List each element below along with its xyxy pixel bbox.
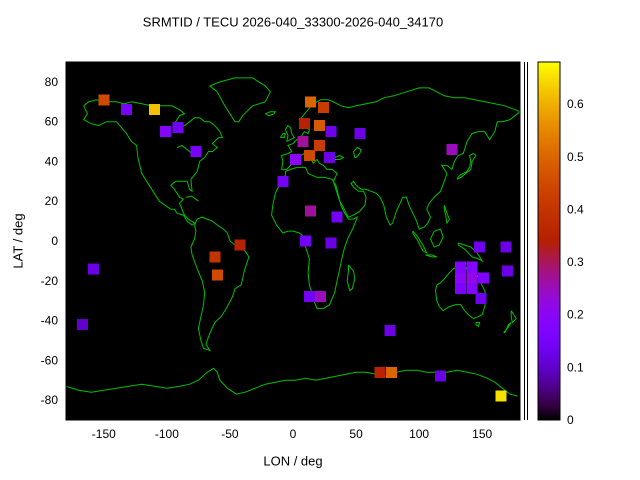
data-point xyxy=(314,140,325,151)
coastline-philippines xyxy=(443,205,450,225)
coastline-eurasia xyxy=(281,87,520,230)
data-point xyxy=(354,128,366,140)
x-axis-label: LON / deg xyxy=(263,453,323,469)
plot-frame xyxy=(65,61,521,421)
x-tick-label: 0 xyxy=(290,427,297,441)
colorbar xyxy=(537,61,561,421)
coastline-caspian_sea xyxy=(352,146,362,158)
data-point xyxy=(385,366,397,378)
data-point xyxy=(331,211,343,223)
coastline-north_america xyxy=(82,99,224,226)
data-point xyxy=(277,175,289,187)
data-point xyxy=(211,269,223,281)
data-point xyxy=(495,390,507,402)
map-background xyxy=(66,62,520,420)
data-point xyxy=(315,291,327,303)
x-tick-label: 50 xyxy=(349,427,363,441)
coastline-tasmania xyxy=(475,322,481,328)
y-tick-label: 60 xyxy=(45,115,59,129)
coastline-ireland xyxy=(279,133,287,139)
colorbar-tick-label: 0.6 xyxy=(567,97,584,111)
data-point xyxy=(455,261,467,273)
data-point xyxy=(190,146,202,157)
coastline-africa xyxy=(271,166,359,310)
data-point xyxy=(466,261,478,273)
data-point xyxy=(209,251,221,263)
colorbar-tick-label: 0.4 xyxy=(567,202,584,216)
y-tick-label: 40 xyxy=(45,154,59,168)
x-tick-label: 150 xyxy=(472,427,492,441)
data-point xyxy=(500,241,512,253)
colorbar-tick-label: 0.3 xyxy=(567,255,584,269)
data-point xyxy=(290,154,301,165)
data-point xyxy=(297,136,309,148)
y-tick-label: -60 xyxy=(41,353,59,367)
data-point xyxy=(172,122,184,134)
colorbar-tick-label: 0.1 xyxy=(567,360,584,374)
data-point xyxy=(88,263,100,275)
data-point xyxy=(374,366,386,378)
data-point xyxy=(300,235,312,247)
data-point xyxy=(121,104,132,116)
data-point xyxy=(325,237,337,249)
y-tick-label: 20 xyxy=(45,194,59,208)
data-point xyxy=(314,120,325,132)
coastline-sumatra xyxy=(412,230,428,255)
data-point xyxy=(148,104,160,116)
coastline-britain xyxy=(284,124,296,143)
coastline-japan xyxy=(456,152,477,180)
data-point xyxy=(474,241,486,253)
data-point xyxy=(455,283,467,295)
coastline-new_guinea xyxy=(457,242,484,263)
data-point xyxy=(466,283,478,295)
data-point xyxy=(303,150,315,161)
y-tick-label: 0 xyxy=(51,234,58,248)
data-point xyxy=(475,293,487,305)
data-point xyxy=(76,319,88,330)
data-point xyxy=(501,265,513,277)
chart-title: SRMTID / TECU 2026-040_33300-2026-040_34… xyxy=(142,14,444,30)
y-tick-label: -20 xyxy=(41,274,59,288)
coastline-antarctica xyxy=(66,367,518,397)
data-point xyxy=(435,370,446,382)
x-tick-label: -150 xyxy=(92,427,116,441)
y-tick-label: -80 xyxy=(41,393,59,407)
data-point xyxy=(325,126,337,138)
y-tick-label: 80 xyxy=(45,75,59,89)
colorbar-tick-label: 0.5 xyxy=(567,150,584,164)
coastline-cuba xyxy=(185,195,199,202)
coastline-madagascar xyxy=(346,264,356,292)
x-tick-label: -100 xyxy=(155,427,179,441)
data-point xyxy=(305,96,317,108)
x-tick-label: 100 xyxy=(409,427,429,441)
data-point xyxy=(324,152,336,163)
data-point xyxy=(455,272,467,284)
data-point xyxy=(234,239,246,251)
data-point xyxy=(98,94,110,106)
data-point xyxy=(160,126,172,138)
data-point xyxy=(303,291,315,303)
coastline-nz_south xyxy=(503,322,512,333)
coastline-borneo xyxy=(430,228,444,248)
coastline-iceland xyxy=(265,111,277,117)
coastline-greenland xyxy=(208,77,271,123)
data-point xyxy=(446,144,458,155)
data-point xyxy=(305,205,317,217)
coastline-nz_north xyxy=(510,310,517,324)
data-point xyxy=(477,272,489,284)
data-point xyxy=(384,325,396,336)
colorbar-tick-label: 0.2 xyxy=(567,308,584,322)
data-point xyxy=(298,118,310,130)
data-point xyxy=(466,272,478,284)
y-tick-label: -40 xyxy=(41,314,59,328)
data-point xyxy=(317,102,329,114)
x-tick-label: -50 xyxy=(221,427,239,441)
coastline-java xyxy=(425,254,437,258)
coastline-south_america xyxy=(190,216,250,352)
colorbar-tick-label: 0 xyxy=(567,413,574,427)
